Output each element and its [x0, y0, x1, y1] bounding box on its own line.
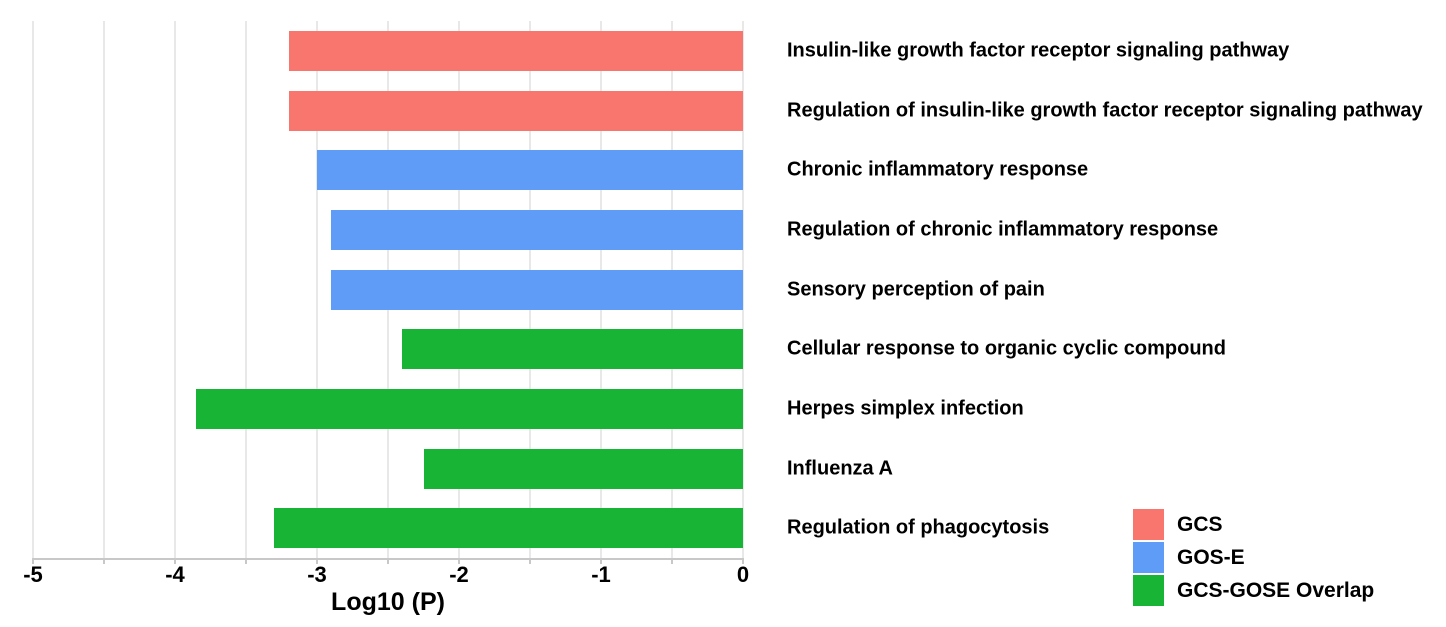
x-axis-title: Log10 (P): [331, 588, 445, 616]
gridline: [32, 21, 34, 558]
category-label: Regulation of insulin-like growth factor…: [787, 99, 1423, 121]
category-label: Cellular response to organic cyclic comp…: [787, 337, 1226, 360]
legend-row: GOS-E: [1133, 542, 1374, 573]
x-axis-tickmark: [742, 558, 744, 564]
legend-label: GCS: [1177, 512, 1223, 536]
x-axis-tickmark: [316, 558, 318, 564]
bar: [331, 269, 743, 310]
legend-swatch: [1133, 509, 1164, 540]
legend-swatch: [1133, 542, 1164, 573]
category-label: Sensory perception of pain: [787, 278, 1045, 300]
x-axis-tickmark: [671, 558, 673, 564]
category-label: Insulin-like growth factor receptor sign…: [787, 39, 1290, 62]
bar: [331, 209, 743, 250]
x-axis-tickmark: [529, 558, 531, 564]
gridline: [103, 21, 105, 558]
legend-label: GCS-GOSE Overlap: [1177, 578, 1375, 602]
legend-swatch: [1133, 575, 1164, 606]
bar: [317, 150, 743, 191]
bar: [423, 448, 743, 489]
x-axis-tickmark: [174, 558, 176, 564]
legend: GCS GOS-E GCS-GOSE Overlap: [1133, 509, 1374, 608]
plot-area: [32, 21, 744, 558]
x-axis-tick-label: -1: [591, 562, 611, 587]
gridline: [245, 21, 247, 558]
bar: [288, 90, 743, 131]
bar: [402, 329, 743, 370]
x-axis-tick-label: 0: [736, 562, 750, 587]
bar: [274, 508, 743, 549]
legend-row: GCS: [1133, 509, 1374, 540]
category-label: Herpes simplex infection: [787, 397, 1024, 420]
gridline: [316, 21, 318, 558]
x-axis-tick-label: -2: [449, 562, 469, 587]
category-label: Regulation of chronic inflammatory respo…: [787, 218, 1219, 241]
x-axis-tickmark: [458, 558, 460, 564]
x-axis-tickmark: [32, 558, 34, 564]
gridline: [742, 21, 744, 558]
x-axis-tickmark: [600, 558, 602, 564]
x-axis-tick-label: -3: [307, 562, 327, 587]
bar: [288, 30, 743, 71]
x-axis-tickmark: [387, 558, 389, 564]
bar: [196, 388, 743, 429]
legend-label: GOS-E: [1177, 545, 1245, 569]
x-axis-tick-label: -4: [165, 562, 185, 587]
x-axis-tick-label: -5: [23, 562, 43, 587]
gridline: [174, 21, 176, 558]
legend-row: GCS-GOSE Overlap: [1133, 575, 1374, 606]
category-label: Regulation of phagocytosis: [787, 516, 1050, 539]
x-axis-tickmark: [245, 558, 247, 564]
x-axis-tickmark: [103, 558, 105, 564]
category-label: Influenza A: [787, 457, 893, 479]
category-label: Chronic inflammatory response: [787, 158, 1089, 181]
